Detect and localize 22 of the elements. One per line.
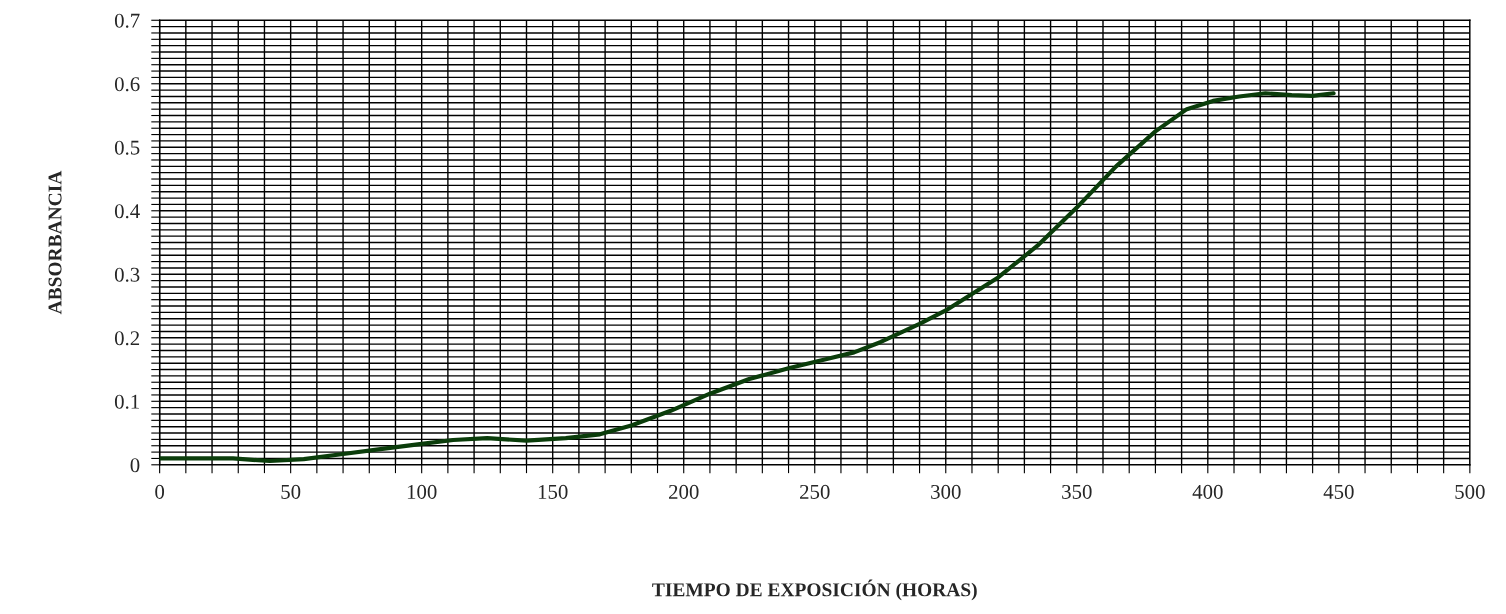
x-tick-label: 500 [1455, 484, 1485, 499]
x-tick-label: 300 [931, 484, 961, 499]
y-tick-label: 0.2 [114, 331, 140, 346]
x-axis-title: TIEMPO DE EXPOSICIÓN (HORAS) [652, 579, 977, 601]
x-tick-label: 350 [1062, 484, 1092, 499]
y-tick-label: 0 [130, 458, 140, 473]
y-tick-label: 0.5 [114, 140, 140, 155]
x-tick-label: 50 [281, 484, 301, 499]
x-tick-label: 200 [669, 484, 699, 499]
line-series [159, 91, 1336, 464]
x-tick-label: 100 [407, 484, 437, 499]
y-tick-label: 0.1 [114, 394, 139, 409]
y-tick-label: 0.7 [114, 13, 140, 28]
y-tick-label: 0.4 [114, 204, 140, 219]
x-tick-label: 250 [800, 484, 830, 499]
y-tick-label: 0.3 [114, 267, 140, 282]
y-axis-title: ABSORBANCIA [48, 170, 62, 315]
x-tick-label: 400 [1192, 484, 1223, 499]
x-tick-label: 450 [1323, 484, 1354, 499]
x-tick-label: 150 [538, 484, 568, 499]
y-tick-label: 0.6 [114, 77, 140, 92]
x-tick-label: 0 [155, 484, 165, 499]
